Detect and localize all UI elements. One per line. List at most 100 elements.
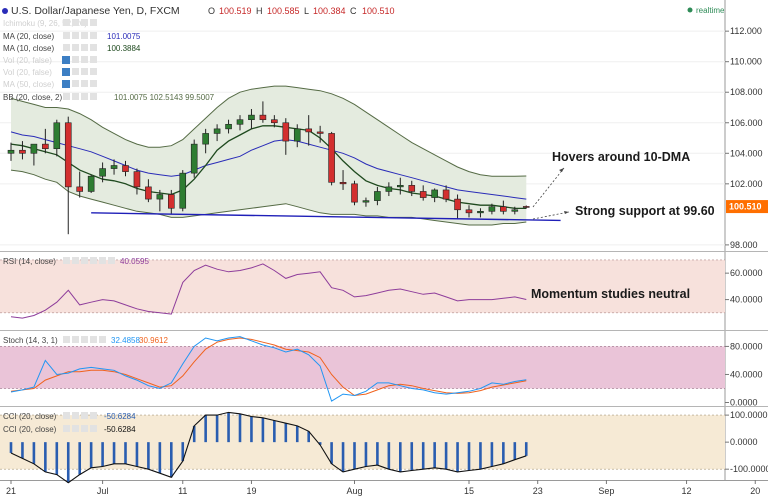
ma20-label: MA (20, close) xyxy=(3,32,54,41)
price-header: U.S. Dollar/Japanese Yen, D, FXCM O 100.… xyxy=(2,5,725,17)
bollinger-band-fill xyxy=(11,86,527,225)
candle xyxy=(87,175,95,192)
cci-bar xyxy=(284,423,288,443)
candle xyxy=(419,191,427,198)
candle xyxy=(133,171,141,188)
candle xyxy=(236,119,244,125)
rsi-band xyxy=(0,259,725,313)
candle xyxy=(168,194,175,209)
low-value: 100.384 xyxy=(313,6,346,16)
candle xyxy=(259,114,267,121)
open-label: O xyxy=(208,6,215,16)
cci-bar xyxy=(250,416,253,443)
eye-toggle-icon[interactable] xyxy=(62,68,70,76)
candle xyxy=(179,172,187,209)
cci-label: CCI (20, close) xyxy=(3,412,57,421)
ma10-line xyxy=(10,125,527,210)
candle xyxy=(190,143,198,174)
cci-bar xyxy=(456,442,459,472)
cci-label-2: CCI (20, close) xyxy=(3,425,57,434)
time-tick-label: Jul xyxy=(97,486,109,496)
price-tick-label: 98.000 xyxy=(730,240,758,250)
cci-bar xyxy=(55,442,59,475)
cci-bar xyxy=(135,442,139,467)
cci-bar xyxy=(101,442,104,467)
annotation-10dma: Hovers around 10-DMA xyxy=(552,150,690,164)
stoch-d-value: 30.9612 xyxy=(139,336,168,345)
price-axis: 112.000 110.000 108.000 106.000 104.000 102.0… xyxy=(725,26,763,250)
cci-tick-label: 100.0000 xyxy=(730,410,768,420)
candle xyxy=(99,168,106,177)
time-tick-label: 19 xyxy=(246,486,256,496)
cci-bar xyxy=(238,413,242,443)
time-tick-label: 15 xyxy=(464,486,474,496)
cci-bar xyxy=(410,442,414,471)
candle xyxy=(225,123,232,130)
cci-bar xyxy=(227,412,230,443)
candle xyxy=(282,122,290,142)
cci-bar xyxy=(112,442,116,464)
eye-toggle-icon[interactable] xyxy=(62,80,70,88)
stoch-label: Stoch (14, 3, 1) xyxy=(3,336,58,345)
eye-toggle-icon[interactable] xyxy=(62,56,70,64)
candle xyxy=(42,143,49,150)
cci-bar xyxy=(341,442,345,472)
cci-bar xyxy=(261,417,265,443)
cci-bar xyxy=(490,442,494,467)
cci-bar xyxy=(513,442,517,460)
candle xyxy=(374,191,381,201)
cci-bar xyxy=(215,415,219,443)
candle xyxy=(454,198,461,211)
open-value: 100.519 xyxy=(219,6,252,16)
price-tick-label: 108.000 xyxy=(730,87,763,97)
time-tick-label: 12 xyxy=(682,486,692,496)
chart-title: U.S. Dollar/Japanese Yen, D, FXCM xyxy=(11,5,180,17)
stoch-band xyxy=(0,346,725,389)
stoch-k-value: 32.4858 xyxy=(111,336,140,345)
cci-bar xyxy=(479,442,482,470)
bb-values: 101.0075 102.5143 99.5007 xyxy=(114,93,215,102)
stoch-tick-label: 80.0000 xyxy=(730,341,763,351)
close-label: C xyxy=(350,6,357,16)
stoch-tick-label: 0.0000 xyxy=(730,397,758,407)
cci-value: -50.6284 xyxy=(104,412,136,421)
time-tick-label: 21 xyxy=(6,486,16,496)
high-label: H xyxy=(256,6,263,16)
cci-bar xyxy=(433,442,436,468)
cci-histogram xyxy=(9,412,528,483)
pane-frames xyxy=(0,0,768,481)
realtime-label: realtime xyxy=(696,6,725,15)
arrowhead-icon xyxy=(564,211,569,214)
cci-bar xyxy=(9,442,13,453)
cci-bar xyxy=(444,442,448,470)
cci-bar xyxy=(353,442,356,470)
price-tick-label: 106.000 xyxy=(730,118,763,128)
cci-bar xyxy=(44,442,47,472)
cci-band xyxy=(0,415,725,470)
candle xyxy=(328,133,335,183)
candle xyxy=(351,183,358,203)
faded-indicator-label: Vol (20, false) xyxy=(3,56,52,65)
candle xyxy=(316,131,324,134)
candle xyxy=(293,128,301,142)
candle xyxy=(305,128,313,133)
last-price-marker xyxy=(726,200,768,214)
cci-bar xyxy=(170,442,173,478)
cci-value-2: -50.6284 xyxy=(104,425,136,434)
candle xyxy=(53,122,61,150)
cci-bar xyxy=(181,442,185,462)
faded-indicator-label: Ichimoku (9, 26, 52, 26) xyxy=(3,19,87,28)
close-value: 100.510 xyxy=(362,6,395,16)
candle xyxy=(385,186,393,192)
candle xyxy=(7,149,15,154)
cci-axis: 100.0000 0.0000 -100.0000 xyxy=(725,410,768,474)
price-tick-label: 104.000 xyxy=(730,148,763,158)
realtime-dot-icon xyxy=(687,7,693,13)
time-tick-label: Aug xyxy=(346,486,362,496)
candle xyxy=(213,128,221,134)
cci-bar xyxy=(124,442,127,464)
stoch-k-line xyxy=(10,336,527,402)
cci-bar xyxy=(21,442,24,459)
cci-bar xyxy=(295,425,299,443)
